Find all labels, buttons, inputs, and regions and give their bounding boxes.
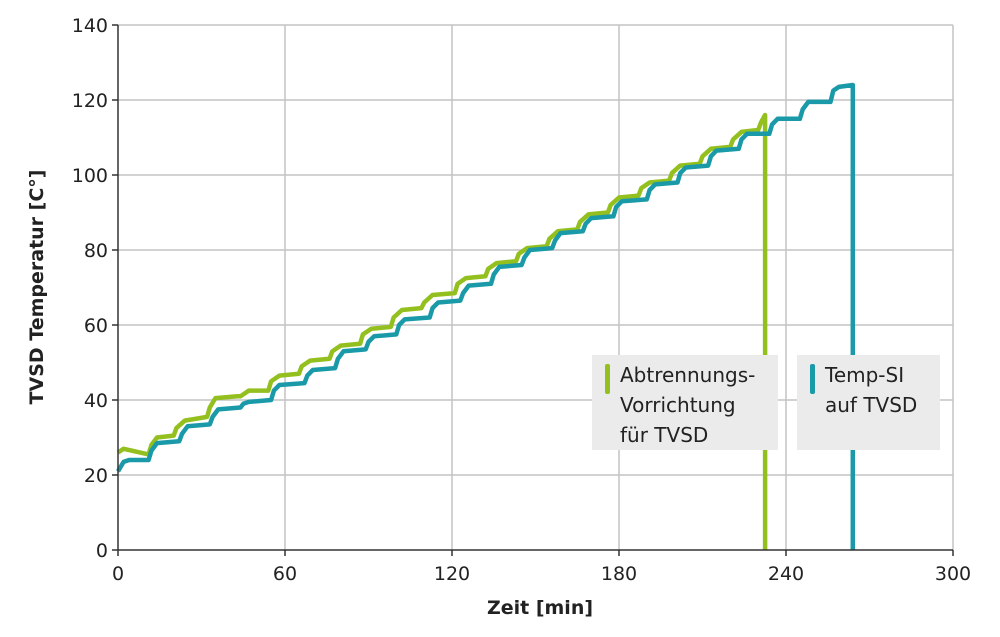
legend-item-abtrennungs-vorrichtung: Abtrennungs- Vorrichtung für TVSD bbox=[592, 355, 778, 450]
x-tick-label: 60 bbox=[273, 563, 297, 585]
x-tick-label: 300 bbox=[935, 563, 971, 585]
data-series bbox=[116, 82, 856, 550]
tick-labels: 0 20 40 60 80 100 120 140 0 60 120 180 240 300 bbox=[72, 15, 971, 585]
y-tick-label: 120 bbox=[72, 90, 108, 112]
x-tick-label: 180 bbox=[601, 563, 637, 585]
y-tick-label: 0 bbox=[96, 540, 108, 562]
y-tick-label: 80 bbox=[84, 240, 108, 262]
x-tick-label: 240 bbox=[768, 563, 804, 585]
x-tick-label: 0 bbox=[112, 563, 124, 585]
y-axis-title: TVSD Temperatur [C°] bbox=[26, 170, 48, 405]
y-tick-label: 60 bbox=[84, 315, 108, 337]
axes bbox=[112, 24, 954, 556]
x-tick-label: 120 bbox=[434, 563, 470, 585]
series-line bbox=[116, 112, 768, 550]
x-axis-title: Zeit [min] bbox=[487, 597, 593, 619]
y-tick-label: 20 bbox=[84, 465, 108, 487]
series-line bbox=[116, 82, 856, 550]
legend-item-temp-si: Temp-SI auf TVSD bbox=[797, 355, 940, 450]
legend-label: Abtrennungs- Vorrichtung für TVSD bbox=[620, 363, 756, 447]
legend-color-marker bbox=[605, 364, 610, 394]
legend-color-marker bbox=[810, 364, 815, 394]
y-tick-label: 100 bbox=[72, 165, 108, 187]
y-tick-label: 40 bbox=[84, 390, 108, 412]
legend-label: Temp-SI auf TVSD bbox=[825, 363, 918, 417]
y-tick-label: 140 bbox=[72, 15, 108, 37]
